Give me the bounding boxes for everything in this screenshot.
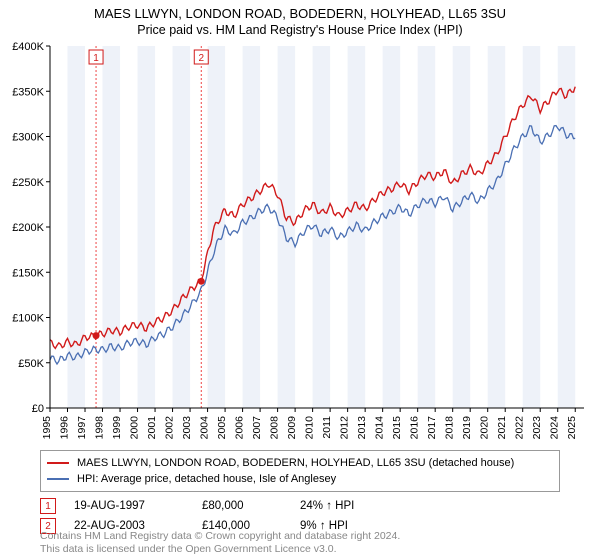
svg-text:1999: 1999 xyxy=(111,416,123,440)
svg-text:2014: 2014 xyxy=(374,416,386,440)
svg-text:2010: 2010 xyxy=(304,416,316,440)
legend-item-hpi: HPI: Average price, detached house, Isle… xyxy=(47,471,553,487)
footnote: Contains HM Land Registry data © Crown c… xyxy=(40,530,400,556)
marker-table: 119-AUG-1997£80,00024% ↑ HPI222-AUG-2003… xyxy=(40,498,560,534)
marker-price: £80,000 xyxy=(202,500,282,512)
svg-text:2000: 2000 xyxy=(129,416,141,440)
svg-text:1: 1 xyxy=(93,53,99,64)
svg-text:2001: 2001 xyxy=(146,416,158,440)
svg-text:£150K: £150K xyxy=(12,267,44,279)
svg-text:£350K: £350K xyxy=(12,86,44,98)
svg-text:2013: 2013 xyxy=(356,416,368,440)
svg-text:£50K: £50K xyxy=(18,358,44,370)
legend-swatch-property xyxy=(47,462,69,464)
svg-text:2024: 2024 xyxy=(549,416,561,440)
svg-text:2009: 2009 xyxy=(286,416,298,440)
svg-text:2005: 2005 xyxy=(216,416,228,440)
marker-row: 1 19-AUG-1997 £80,000 24% ↑ HPI xyxy=(40,498,560,514)
svg-text:2015: 2015 xyxy=(391,416,403,440)
svg-text:2020: 2020 xyxy=(479,416,491,440)
marker-diff: 24% ↑ HPI xyxy=(300,500,354,512)
svg-text:£100K: £100K xyxy=(12,313,44,325)
svg-text:2003: 2003 xyxy=(181,416,193,440)
legend-box: MAES LLWYN, LONDON ROAD, BODEDERN, HOLYH… xyxy=(40,450,560,492)
price-chart: 1 2 £0 £50K £100K £150K £200K £250K £300K £350K £4… xyxy=(0,0,600,445)
svg-text:2008: 2008 xyxy=(269,416,281,440)
svg-text:1995: 1995 xyxy=(41,416,53,440)
svg-text:1996: 1996 xyxy=(59,416,71,440)
svg-text:2011: 2011 xyxy=(321,416,333,439)
svg-text:1997: 1997 xyxy=(76,416,88,440)
svg-text:2022: 2022 xyxy=(514,416,526,440)
svg-text:£0: £0 xyxy=(32,403,44,415)
svg-text:1998: 1998 xyxy=(94,416,106,440)
svg-text:2016: 2016 xyxy=(409,416,421,440)
marker-number-box: 1 xyxy=(40,498,56,514)
svg-text:2012: 2012 xyxy=(339,416,351,440)
svg-text:£200K: £200K xyxy=(12,222,44,234)
footnote-line1: Contains HM Land Registry data © Crown c… xyxy=(40,530,400,543)
svg-text:£250K: £250K xyxy=(12,177,44,189)
svg-text:2017: 2017 xyxy=(426,416,438,440)
svg-text:2018: 2018 xyxy=(444,416,456,440)
svg-text:2019: 2019 xyxy=(461,416,473,440)
svg-text:2023: 2023 xyxy=(531,416,543,440)
svg-text:2007: 2007 xyxy=(251,416,263,440)
svg-text:2006: 2006 xyxy=(234,416,246,440)
legend-label-hpi: HPI: Average price, detached house, Isle… xyxy=(77,473,336,485)
legend-label-property: MAES LLWYN, LONDON ROAD, BODEDERN, HOLYH… xyxy=(77,457,514,469)
svg-text:2021: 2021 xyxy=(496,416,508,440)
marker-date: 19-AUG-1997 xyxy=(74,500,184,512)
legend-item-property: MAES LLWYN, LONDON ROAD, BODEDERN, HOLYH… xyxy=(47,455,553,471)
footnote-line2: This data is licensed under the Open Gov… xyxy=(40,543,400,556)
svg-text:£400K: £400K xyxy=(12,41,44,53)
svg-text:2025: 2025 xyxy=(566,416,578,440)
legend-swatch-hpi xyxy=(47,478,69,480)
svg-text:2002: 2002 xyxy=(164,416,176,440)
svg-text:2004: 2004 xyxy=(199,416,211,440)
svg-text:£300K: £300K xyxy=(12,132,44,144)
svg-text:2: 2 xyxy=(198,53,204,64)
